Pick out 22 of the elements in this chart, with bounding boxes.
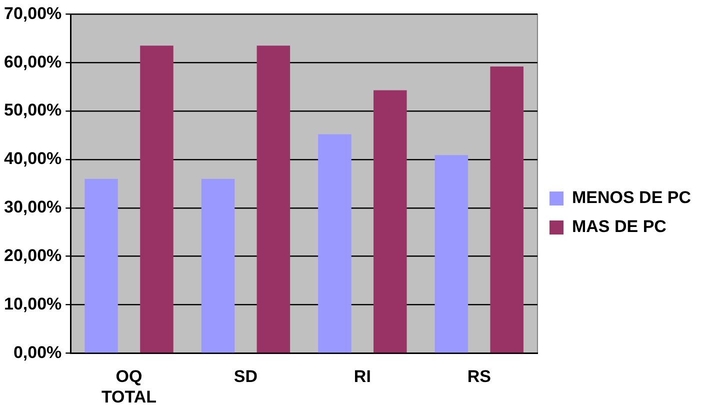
y-tick-label: 0,00% <box>13 342 62 362</box>
y-tick-label: 50,00% <box>4 100 62 120</box>
bar <box>84 178 118 353</box>
bar <box>374 90 407 353</box>
x-tick-label: OQ TOTAL <box>101 367 157 406</box>
y-tick-label: 10,00% <box>4 294 62 314</box>
bar <box>256 46 290 353</box>
legend-label: MAS DE PC <box>572 217 666 236</box>
legend-label: MENOS DE PC <box>572 188 692 208</box>
y-tick-label: 40,00% <box>4 149 62 168</box>
x-tick-label: SD <box>234 367 258 386</box>
bar <box>201 178 235 353</box>
y-tick-label: 60,00% <box>4 52 62 72</box>
bar <box>140 46 174 353</box>
x-tick-label: RI <box>354 367 371 386</box>
bar <box>318 134 352 353</box>
y-tick-label: 70,00% <box>4 4 62 23</box>
bar <box>434 155 468 353</box>
bar <box>490 66 524 353</box>
y-tick-label: 20,00% <box>4 246 62 266</box>
y-tick-label: 30,00% <box>4 198 62 217</box>
x-tick-label: RS <box>467 367 491 386</box>
